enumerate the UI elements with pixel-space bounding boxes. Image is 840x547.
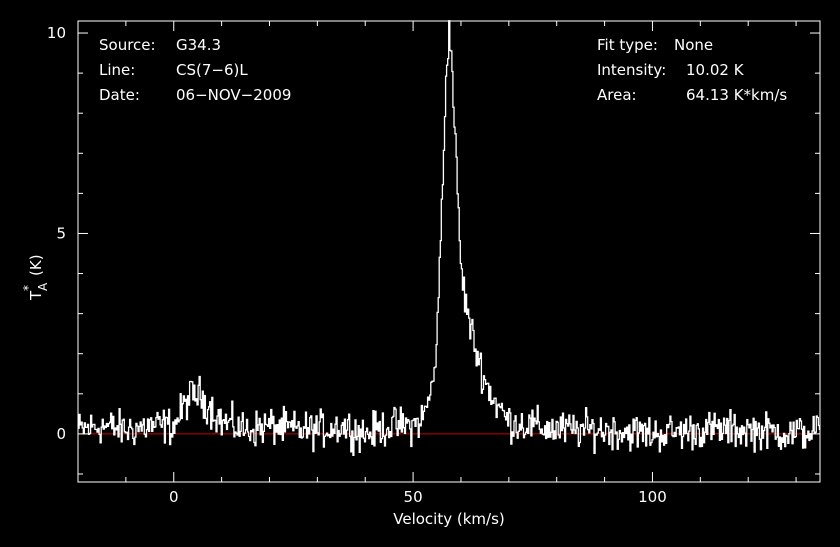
y-axis-label: T * A (K) xyxy=(21,254,50,301)
date-label: Date: xyxy=(99,86,140,104)
y-tick-label: 0 xyxy=(56,425,66,443)
area-label: Area: xyxy=(597,86,637,104)
x-tick-label: 0 xyxy=(169,488,179,506)
x-tick-label: 50 xyxy=(404,488,423,506)
date-value: 06−NOV−2009 xyxy=(176,86,291,104)
y-axis-label-sub: A xyxy=(36,282,50,291)
spectrum-series xyxy=(78,20,821,457)
intensity-value: 10.02 K xyxy=(686,61,745,79)
intensity-label: Intensity: xyxy=(597,61,666,79)
y-axis-label-main: T xyxy=(27,290,45,301)
line-label: Line: xyxy=(99,61,135,79)
source-value: G34.3 xyxy=(176,36,221,54)
y-axis-label-unit: (K) xyxy=(27,254,45,276)
area-value: 64.13 K*km/s xyxy=(686,86,787,104)
y-axis-label-sup: * xyxy=(21,285,35,291)
plot-layer: 0 50 100 0 5 10 xyxy=(47,20,821,506)
x-tick-label: 100 xyxy=(638,488,667,506)
source-label: Source: xyxy=(99,36,156,54)
y-tick-label: 5 xyxy=(56,224,66,242)
plot-frame xyxy=(77,20,821,483)
fit-type-label: Fit type: xyxy=(597,36,658,54)
x-axis-label: Velocity (km/s) xyxy=(393,510,504,528)
line-value: CS(7−6)L xyxy=(176,61,248,79)
fit-type-value: None xyxy=(674,36,713,54)
y-tick-label: 10 xyxy=(47,24,66,42)
